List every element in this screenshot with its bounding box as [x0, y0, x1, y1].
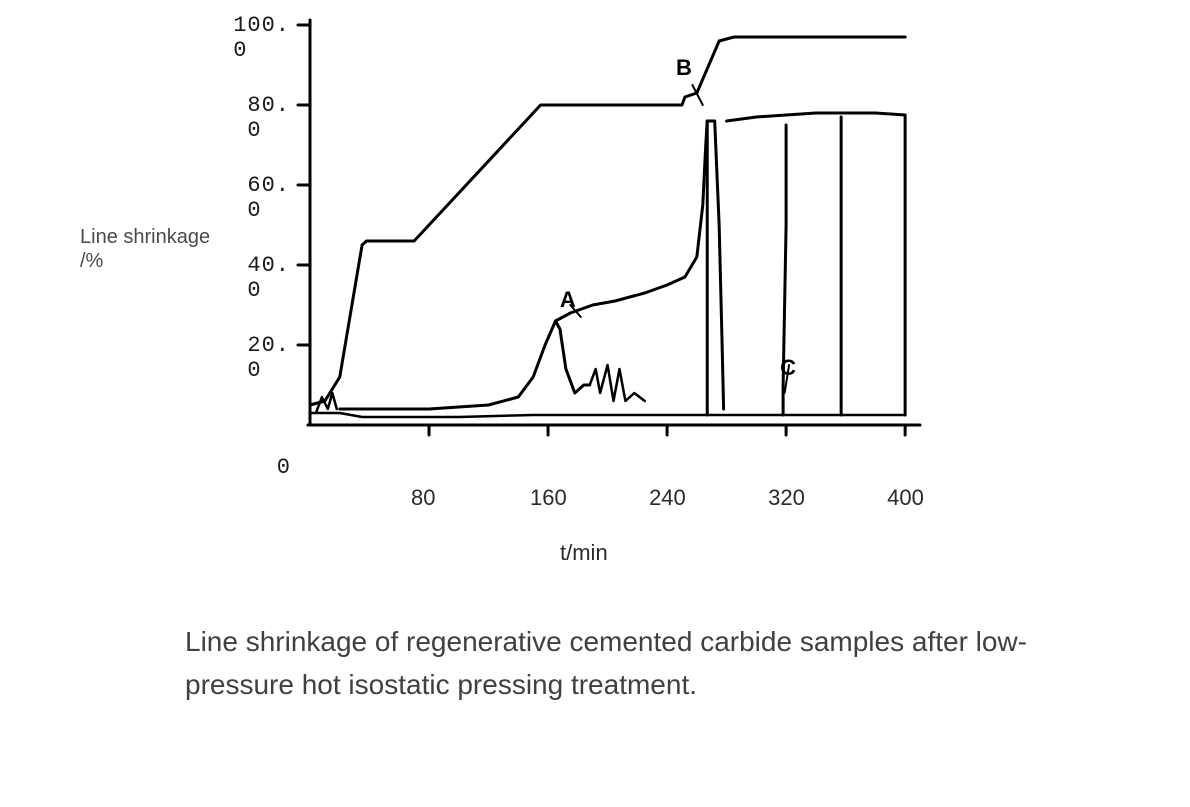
y-tick-label: 80. 0 — [247, 93, 290, 143]
y-axis-label: Line shrinkage /% — [80, 225, 220, 273]
curve-label-a: A — [560, 287, 576, 313]
x-axis-label: t/min — [560, 540, 608, 566]
curve-label-b: B — [676, 55, 692, 81]
x-tick-label: 80 — [411, 485, 435, 511]
y-tick-label: 40. 0 — [247, 253, 290, 303]
figure-caption: Line shrinkage of regenerative cemented … — [185, 620, 1065, 707]
x-tick-label: 400 — [887, 485, 924, 511]
x-tick-label: 240 — [649, 485, 686, 511]
y-tick-label: 100. 0 — [233, 13, 290, 63]
figure-page: { "chart": { "type": "line", "xlabel": "… — [0, 0, 1190, 807]
x-tick-label: 320 — [768, 485, 805, 511]
y-tick-label: 60. 0 — [247, 173, 290, 223]
chart-svg — [300, 25, 920, 455]
y-axis-label-line1: Line shrinkage — [80, 226, 210, 248]
chart-plot: 20. 040. 060. 080. 0100. 0 0 80160240320… — [300, 25, 920, 455]
y-tick-label: 20. 0 — [247, 333, 290, 383]
y-axis-label-line2: /% — [80, 250, 103, 272]
origin-label: 0 — [277, 455, 290, 480]
curve-label-c: C — [780, 355, 796, 381]
x-tick-label: 160 — [530, 485, 567, 511]
